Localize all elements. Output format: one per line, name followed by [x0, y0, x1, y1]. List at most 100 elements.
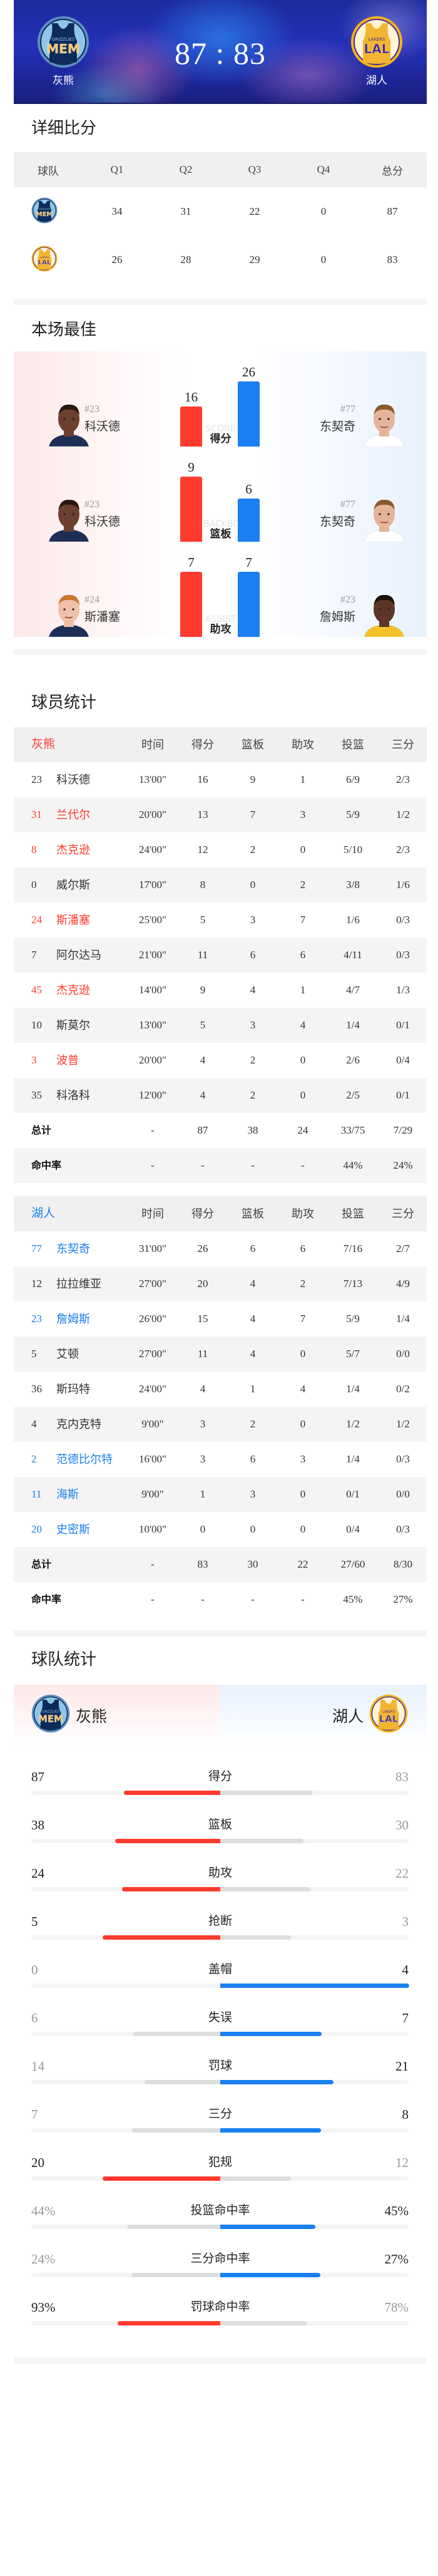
player-row[interactable]: 7 阿尔达马 21'00" 11 6 6 4/11 0/3 [14, 938, 427, 973]
away-stat-value: 83 [395, 1769, 409, 1784]
player-name[interactable]: 范德比尔特 [56, 1453, 113, 1466]
away-team-name[interactable]: 湖人 [332, 1709, 364, 1725]
home-team-name[interactable]: 灰熊 [76, 1709, 108, 1725]
away-team-logo[interactable]: LAKERS LAL [350, 16, 403, 71]
column-header[interactable]: 篮板 [242, 738, 264, 751]
column-header[interactable]: 时间 [141, 738, 164, 751]
category-label: 助攻 [210, 623, 232, 635]
stat-comparison-bar [31, 2032, 409, 2036]
stat-cell: 6/9 [346, 773, 360, 785]
stat-cell: 3 [250, 914, 256, 926]
away-team-name[interactable]: 湖人 [366, 75, 387, 86]
home-team-logo[interactable]: GRIZZLIES MEM [31, 1694, 70, 1736]
column-header[interactable]: 得分 [191, 738, 214, 751]
player-row[interactable]: 2 范德比尔特 16'00" 3 6 3 1/4 0/3 [14, 1442, 427, 1477]
column-header[interactable]: 篮板 [242, 1208, 264, 1220]
home-team-name[interactable]: 灰熊 [53, 75, 74, 86]
column-header[interactable]: 投篮 [342, 738, 364, 751]
player-number: 4 [31, 1418, 37, 1430]
home-stat-fill [133, 2032, 220, 2036]
away-stat-fill [220, 2273, 320, 2277]
player-name[interactable]: 兰代尔 [56, 809, 90, 821]
player-row[interactable]: 4 克内克特 9'00" 3 2 0 1/2 1/2 [14, 1407, 427, 1442]
home-stat-value: 7 [31, 2107, 38, 2122]
player-row[interactable]: 0 威尔斯 17'00" 8 0 2 3/8 1/6 [14, 867, 427, 903]
player-name[interactable]: 克内克特 [56, 1418, 101, 1430]
svg-text:GRIZZLIES: GRIZZLIES [52, 37, 75, 42]
player-row[interactable]: 8 杰克逊 24'00" 12 2 0 5/10 2/3 [14, 832, 427, 867]
stat-cell: 3 [300, 809, 306, 820]
row-label: 总计 [31, 1124, 52, 1136]
player-name[interactable]: 詹姆斯 [56, 1313, 90, 1325]
player-name[interactable]: 杰克逊 [56, 984, 90, 996]
player-row[interactable]: 45 杰克逊 14'00" 9 4 1 4/7 1/3 [14, 973, 427, 1008]
player-row[interactable]: 12 拉拉维亚 27'00" 20 4 2 7/13 4/9 [14, 1266, 427, 1301]
player-name[interactable]: 阿尔达马 [56, 949, 101, 961]
best-player-card[interactable]: #24 斯潘塞 #23 詹姆斯 7 7 ASSIST 助攻 [14, 542, 427, 637]
stat-cell: - [201, 1593, 205, 1605]
player-row[interactable]: 5 艾顿 27'00" 11 4 0 5/7 0/0 [14, 1337, 427, 1372]
player-row[interactable]: 23 詹姆斯 26'00" 15 4 7 5/9 1/4 [14, 1301, 427, 1337]
player-name[interactable]: 波普 [56, 1054, 79, 1067]
team-name[interactable]: 湖人 [31, 1207, 56, 1220]
player-row[interactable]: 3 波普 20'00" 4 2 0 2/6 0/4 [14, 1043, 427, 1078]
stat-cell: - [251, 1159, 255, 1171]
stat-cell: 2 [250, 1054, 256, 1066]
column-header[interactable]: 时间 [141, 1208, 164, 1220]
best-player-card[interactable]: #23 科沃德 #77 东契奇 9 6 BACKBOARD篮板 [14, 447, 427, 542]
player-name[interactable]: 斯玛特 [56, 1383, 90, 1395]
player-name[interactable]: 艾顿 [56, 1348, 79, 1360]
column-header[interactable]: 助攻 [292, 1208, 314, 1220]
player-number: 8 [31, 844, 37, 856]
stat-cell: 31'00" [138, 1243, 166, 1254]
player-row[interactable]: 24 斯潘塞 25'00" 5 3 7 1/6 0/3 [14, 903, 427, 938]
player-name[interactable]: 东契奇 [56, 1243, 90, 1255]
home-team-logo[interactable]: GRIZZLIES MEM [37, 16, 89, 71]
stat-cell: 2/3 [396, 773, 410, 785]
player-name[interactable]: 科洛科 [56, 1089, 90, 1102]
column-header[interactable]: 三分 [392, 738, 414, 751]
stat-cell: 7/29 [393, 1124, 413, 1136]
player-row[interactable]: 11 海斯 9'00" 1 3 0 0/1 0/0 [14, 1477, 427, 1512]
stat-cell: 0/1 [346, 1488, 360, 1500]
player-name[interactable]: 杰克逊 [56, 844, 90, 856]
best-player-card[interactable]: #23 科沃德 #77 东契奇 16 26 SCORE 得分 [14, 351, 427, 447]
home-stat-fill [121, 1887, 220, 1891]
team-stats-title: 球队统计 [31, 1650, 97, 1668]
player-name[interactable]: 海斯 [56, 1488, 79, 1501]
player-row[interactable]: 10 斯莫尔 13'00" 5 3 4 1/4 0/1 [14, 1008, 427, 1043]
column-header[interactable]: 三分 [392, 1208, 414, 1220]
player-name[interactable]: 斯潘塞 [56, 914, 90, 926]
home-stat-fill [145, 2080, 220, 2084]
stat-cell: 20 [197, 1278, 208, 1290]
home-player-name[interactable]: 斯潘塞 [84, 611, 121, 624]
stat-cell: 14'00" [138, 984, 166, 996]
stat-cell: 0/1 [396, 1089, 410, 1101]
player-row[interactable]: 23 科沃德 13'00" 16 9 1 6/9 2/3 [14, 762, 427, 797]
player-name[interactable]: 科沃德 [56, 773, 90, 786]
player-row[interactable]: 35 科洛科 12'00" 4 2 0 2/5 0/1 [14, 1078, 427, 1113]
away-team-logo[interactable]: LAKERS LAL [369, 1694, 408, 1736]
player-name[interactable]: 拉拉维亚 [56, 1278, 101, 1290]
column-header[interactable]: 得分 [191, 1208, 214, 1220]
player-row[interactable]: 31 兰代尔 20'00" 13 7 3 5/9 1/2 [14, 797, 427, 832]
stat-cell: 1 [250, 1383, 256, 1395]
player-name[interactable]: 史密斯 [56, 1523, 90, 1536]
player-row[interactable]: 77 东契奇 31'00" 26 6 6 7/16 2/7 [14, 1231, 427, 1266]
player-row[interactable]: 20 史密斯 10'00" 0 0 0 0/4 0/3 [14, 1512, 427, 1547]
column-header[interactable]: 助攻 [292, 738, 314, 751]
player-name[interactable]: 威尔斯 [56, 879, 90, 891]
team-name[interactable]: 灰熊 [31, 738, 56, 751]
stat-cell: 5 [200, 1019, 206, 1031]
away-player-name[interactable]: 东契奇 [319, 420, 355, 433]
player-row[interactable]: 36 斯玛特 24'00" 4 1 4 1/4 0/2 [14, 1372, 427, 1407]
column-header[interactable]: 投篮 [342, 1208, 364, 1220]
away-stat-value: 4 [402, 1962, 409, 1977]
away-player-name[interactable]: 詹姆斯 [319, 611, 355, 624]
player-name[interactable]: 斯莫尔 [56, 1019, 90, 1032]
home-player-name[interactable]: 科沃德 [84, 420, 121, 433]
home-player-name[interactable]: 科沃德 [84, 515, 121, 529]
away-player-name[interactable]: 东契奇 [319, 515, 355, 529]
away-stat-value: 22 [395, 1866, 409, 1881]
stat-cell: 20'00" [138, 809, 166, 820]
